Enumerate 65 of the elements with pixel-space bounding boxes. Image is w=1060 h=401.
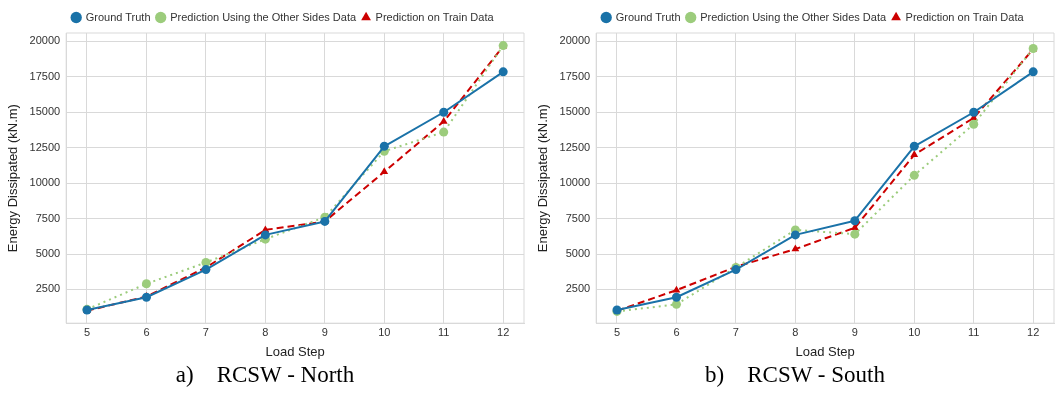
point: [671, 292, 681, 302]
y-tick-label: 20000: [29, 34, 61, 47]
x-tick-label: 7: [732, 325, 739, 338]
x-tick-label: 11: [968, 325, 980, 338]
point: [672, 285, 681, 293]
y-tick-label: 7500: [565, 211, 591, 224]
x-tick-label: 11: [438, 325, 450, 338]
point: [260, 230, 270, 240]
y-tick-label: 5000: [565, 247, 591, 260]
point: [1028, 67, 1038, 77]
x-tick-label: 7: [202, 325, 209, 338]
x-axis-title: Load Step: [265, 343, 325, 359]
y-tick-label: 2500: [565, 282, 591, 295]
point: [498, 67, 508, 77]
y-tick-label: 15000: [559, 105, 591, 118]
point: [790, 230, 800, 240]
y-tick-label: 15000: [29, 105, 61, 118]
x-tick-label: 9: [321, 325, 328, 338]
legend-label: Ground Truth: [85, 10, 151, 23]
x-tick-label: 5: [83, 325, 91, 338]
point: [380, 167, 389, 175]
x-tick-label: 12: [497, 325, 510, 338]
point: [141, 279, 151, 289]
y-tick-label: 2500: [35, 282, 61, 295]
y-axis-title: Energy Dissipated (kN.m): [5, 104, 21, 253]
y-tick-label: 10000: [29, 176, 61, 189]
x-tick-label: 5: [613, 325, 621, 338]
point: [850, 216, 860, 226]
x-tick-label: 6: [143, 325, 150, 338]
y-tick-label: 7500: [35, 211, 61, 224]
x-tick-label: 9: [851, 325, 858, 338]
legend-label: Prediction Using the Other Sides Data: [170, 10, 357, 23]
point: [969, 107, 979, 117]
y-tick-label: 20000: [559, 34, 591, 47]
y-tick-label: 5000: [35, 247, 61, 260]
x-tick-label: 10: [908, 325, 921, 338]
text: b) RCSW - South: [704, 362, 886, 388]
y-tick-label: 12500: [29, 140, 61, 153]
legend-label: Prediction on Train Data: [905, 10, 1025, 23]
legend-label: Prediction on Train Data: [375, 10, 495, 23]
legend-label: Prediction Using the Other Sides Data: [700, 10, 887, 23]
legend-label: Ground Truth: [615, 10, 681, 23]
point: [379, 141, 389, 151]
point: [439, 116, 448, 124]
point: [910, 150, 919, 158]
point: [439, 107, 449, 117]
x-tick-label: 12: [1027, 325, 1040, 338]
point: [850, 229, 860, 239]
point: [791, 244, 800, 252]
x-tick-label: 10: [378, 325, 391, 338]
point: [201, 265, 211, 275]
y-axis-title: Energy Dissipated (kN.m): [535, 104, 551, 253]
text: a) RCSW - North: [174, 362, 356, 388]
point: [909, 170, 919, 180]
x-tick-label: 8: [262, 325, 269, 338]
x-axis-title: Load Step: [795, 343, 855, 359]
y-tick-label: 17500: [29, 69, 61, 82]
point: [909, 141, 919, 151]
y-tick-label: 17500: [559, 69, 591, 82]
x-tick-label: 6: [673, 325, 680, 338]
point: [969, 119, 979, 129]
point: [439, 127, 449, 137]
y-tick-label: 12500: [559, 140, 591, 153]
y-tick-label: 10000: [559, 176, 591, 189]
x-tick-label: 8: [792, 325, 799, 338]
